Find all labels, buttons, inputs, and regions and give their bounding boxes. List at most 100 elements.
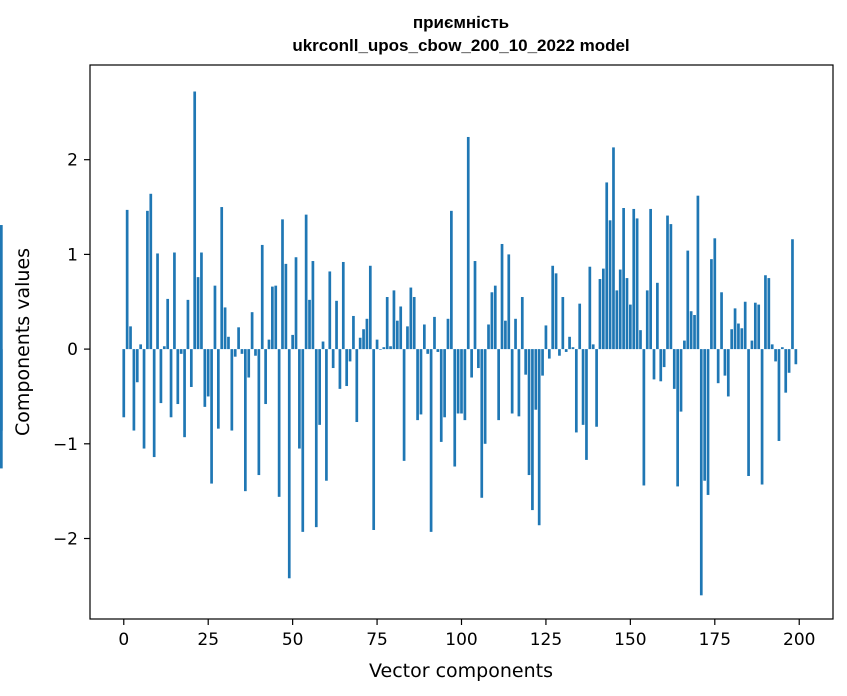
bar-150 — [629, 304, 632, 350]
bar-21 — [193, 91, 197, 350]
y-tick-label: −1 — [53, 435, 78, 455]
bar-166 — [683, 340, 686, 350]
bar-12 — [162, 346, 166, 350]
bar-57 — [314, 349, 318, 528]
bar-154 — [642, 349, 646, 486]
bar-140 — [595, 349, 598, 427]
chart-subtitle: ukrconll_upos_cbow_200_10_2022 model — [292, 36, 629, 55]
bar-195 — [780, 347, 784, 350]
bar-159 — [659, 349, 663, 382]
bar-177 — [720, 292, 723, 350]
bar-11 — [159, 349, 163, 404]
bar-170 — [696, 195, 700, 350]
bar-121 — [531, 349, 534, 511]
bar-4 — [135, 349, 139, 383]
bar-124 — [541, 349, 544, 376]
bar-70 — [358, 337, 362, 350]
bar-101 — [463, 349, 467, 421]
bar-18 — [183, 349, 186, 438]
bar-97 — [450, 210, 453, 350]
x-tick-label: 25 — [197, 630, 219, 650]
bar-28 — [216, 349, 220, 429]
bar-143 — [605, 182, 609, 350]
bar-87 — [416, 349, 419, 421]
bar-116 — [514, 318, 517, 350]
bar-2 — [129, 326, 132, 350]
chart-title: приємність — [413, 13, 509, 32]
bar-34 — [237, 327, 240, 350]
bar-183 — [740, 328, 744, 350]
bar-0 — [122, 349, 126, 418]
bar-94 — [439, 349, 443, 442]
bar-47 — [281, 219, 284, 350]
bar-162 — [669, 224, 673, 350]
bar-114 — [507, 254, 511, 350]
x-ticks: 0 25 50 75 100 125 150 175 200 — [118, 619, 815, 650]
bar-7 — [146, 210, 149, 350]
bar-119 — [524, 349, 528, 375]
bar-79 — [389, 346, 392, 350]
bar-180 — [730, 329, 734, 350]
bar-3 — [132, 349, 136, 431]
x-tick-label: 0 — [118, 630, 129, 650]
bar-171 — [699, 349, 703, 596]
bar-40 — [257, 349, 261, 476]
bar-108 — [487, 324, 490, 350]
bar-186 — [750, 340, 754, 350]
bar-176 — [716, 349, 720, 384]
bar-45 — [274, 285, 278, 350]
bar-105 — [477, 349, 480, 369]
bar-117 — [517, 349, 521, 417]
bar-60 — [325, 349, 328, 481]
y-tick-label: −2 — [53, 530, 78, 550]
bar-36 — [244, 349, 247, 492]
bar-168 — [689, 311, 693, 350]
bar-179 — [726, 349, 730, 397]
bar-113 — [504, 320, 507, 350]
bar-163 — [672, 349, 676, 389]
bar-43 — [267, 339, 271, 350]
bar-184 — [743, 301, 747, 350]
bar-93 — [436, 349, 440, 352]
bar-189 — [760, 349, 764, 485]
bar-110 — [493, 285, 497, 350]
bar-26 — [210, 349, 213, 484]
bar-71 — [362, 329, 365, 350]
bar-169 — [693, 315, 696, 350]
bar-38 — [250, 312, 254, 350]
bar-151 — [632, 208, 636, 350]
bar-44 — [271, 286, 274, 350]
bar-157 — [652, 349, 656, 380]
bar-126 — [547, 349, 551, 359]
bar-73 — [368, 265, 372, 350]
x-tick-label: 200 — [783, 630, 815, 650]
bar-5 — [139, 344, 143, 350]
bar-90 — [426, 349, 430, 354]
bar-84 — [406, 326, 409, 350]
bar-199 — [794, 349, 798, 365]
bar-142 — [601, 268, 605, 350]
bar-15 — [173, 252, 176, 350]
bar-149 — [625, 278, 629, 350]
bar-35 — [240, 349, 244, 354]
bar-16 — [176, 349, 180, 405]
x-axis-label: Vector components — [369, 660, 553, 682]
bar-72 — [365, 318, 369, 350]
bar-144 — [608, 220, 612, 350]
bar-55 — [308, 299, 311, 350]
bar-175 — [713, 238, 717, 350]
bar-128 — [554, 273, 558, 350]
bar-100 — [460, 349, 463, 414]
bar-29 — [220, 207, 224, 350]
bar-185 — [747, 349, 750, 476]
bar-undefined — [0, 349, 3, 431]
bar-49 — [287, 349, 291, 579]
bar-62 — [331, 349, 335, 369]
bar-96 — [446, 318, 450, 350]
bar-167 — [686, 250, 690, 350]
bar-9 — [152, 349, 156, 458]
bar-86 — [412, 297, 416, 350]
bar-138 — [588, 266, 592, 350]
bar-50 — [291, 334, 294, 350]
